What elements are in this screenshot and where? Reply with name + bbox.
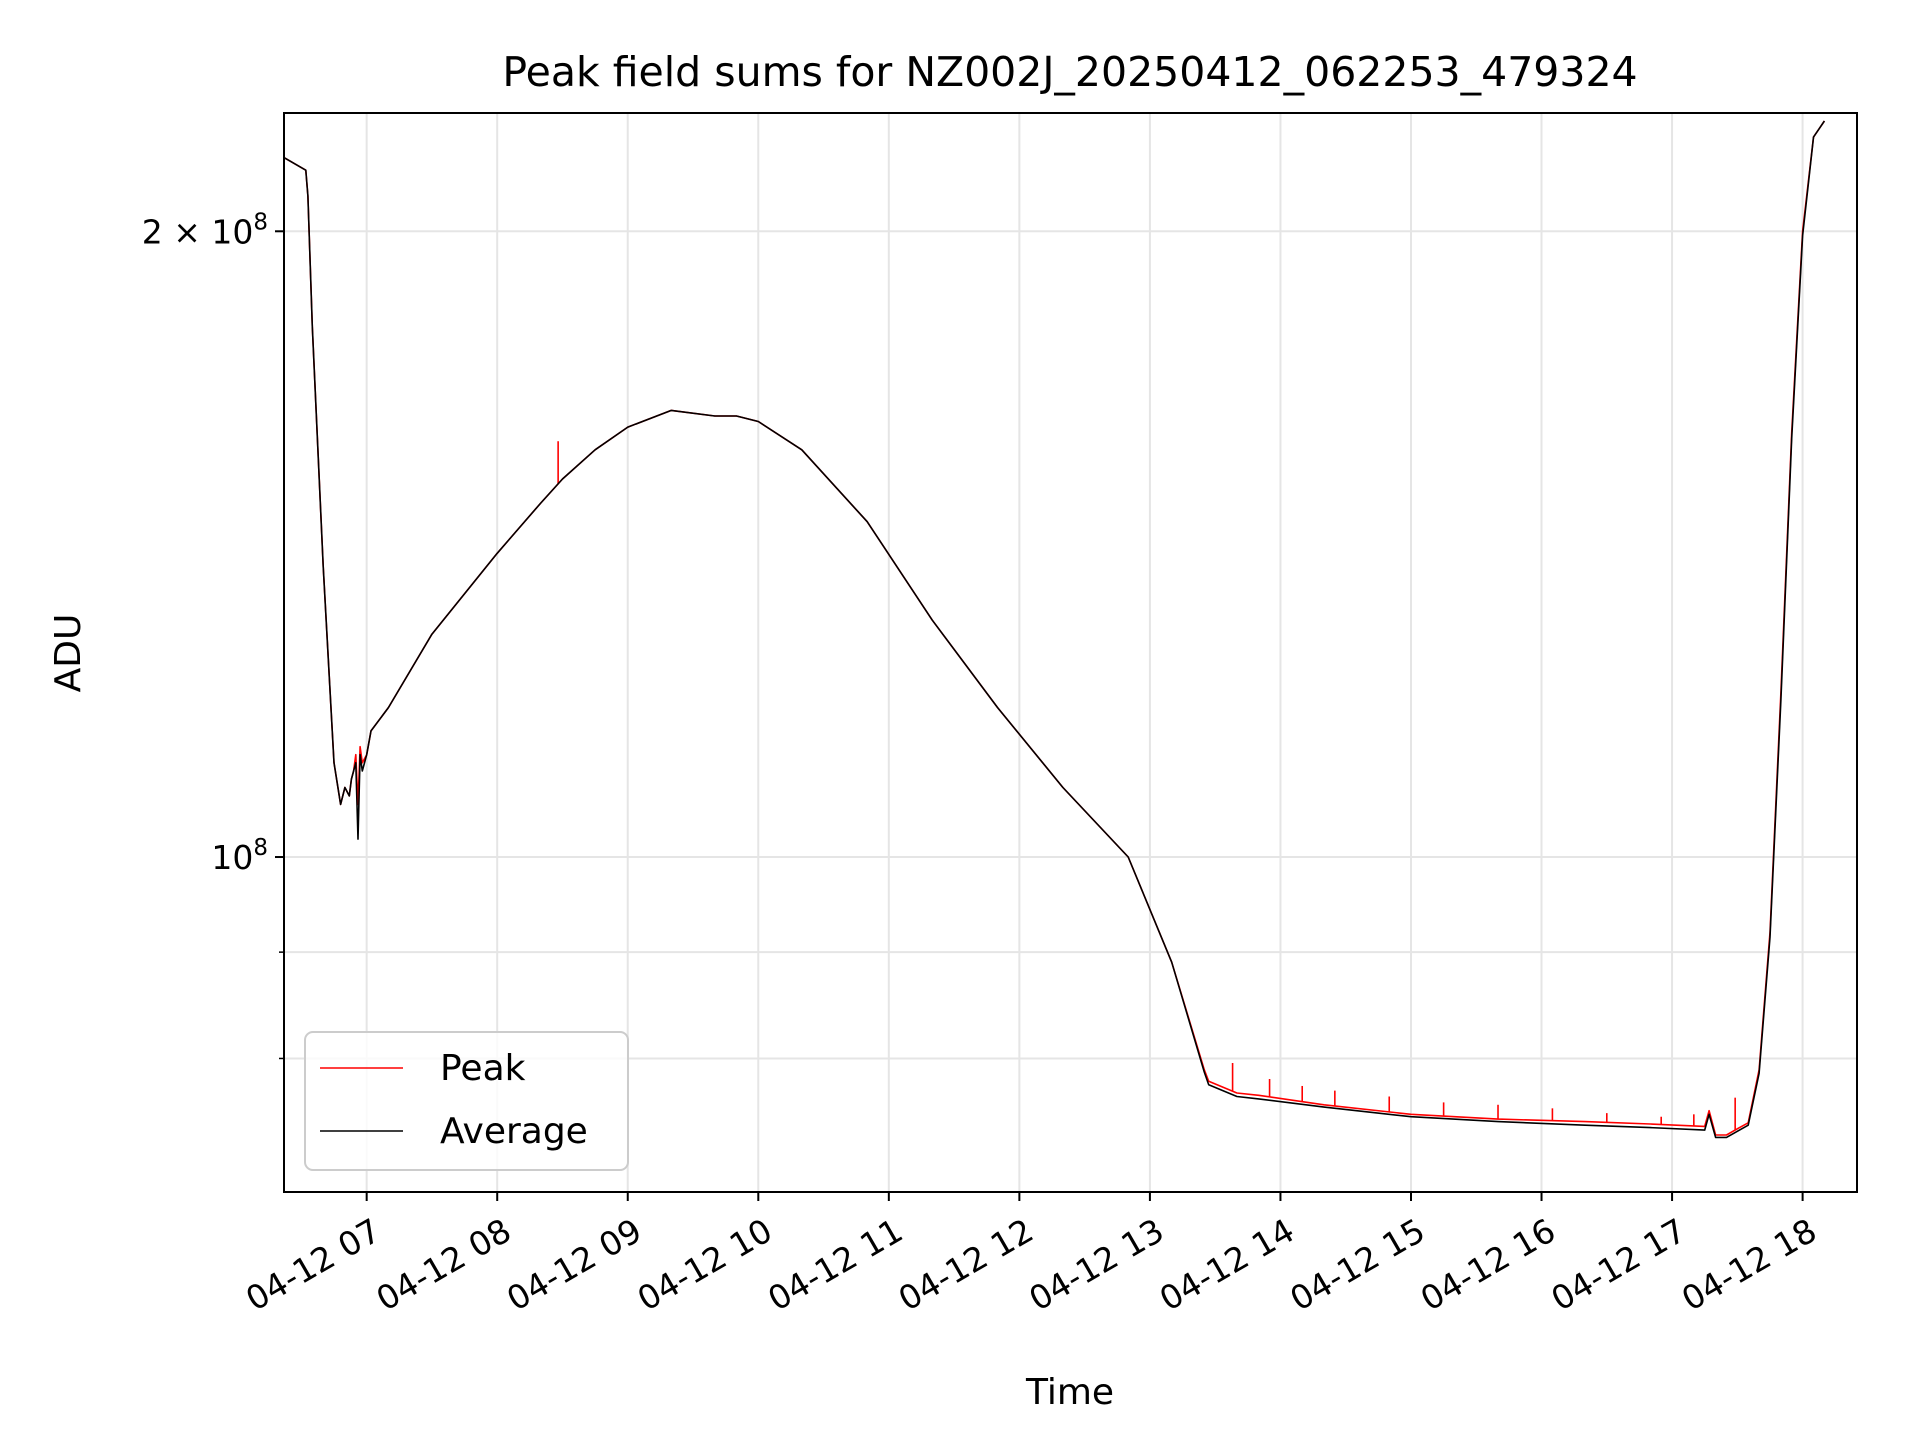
y-tick-exponent: 8: [253, 835, 268, 861]
legend-peak-label: Peak: [440, 1048, 526, 1089]
plot-frame: [283, 112, 1858, 1193]
y-axis-label: ADU: [48, 614, 89, 693]
y-tick-base: 10: [211, 838, 253, 877]
y-tick-label: 2 × 108: [142, 209, 268, 251]
y-tick-base: 2 × 10: [142, 212, 254, 251]
grid: [284, 113, 1857, 1192]
y-tick-exponent: 8: [253, 209, 268, 235]
y-tick-label: 108: [211, 835, 268, 877]
x-axis-label: Time: [1025, 1372, 1114, 1413]
series-average: [284, 120, 1826, 1139]
chart-title: Peak field sums for NZ002J_20250412_0622…: [502, 48, 1637, 96]
legend-average-label: Average: [440, 1111, 588, 1152]
legend-box: [304, 1031, 629, 1171]
legend: Peak Average: [304, 1031, 629, 1171]
series-line-average: [284, 120, 1826, 1139]
plot-lines: [284, 120, 1826, 1139]
